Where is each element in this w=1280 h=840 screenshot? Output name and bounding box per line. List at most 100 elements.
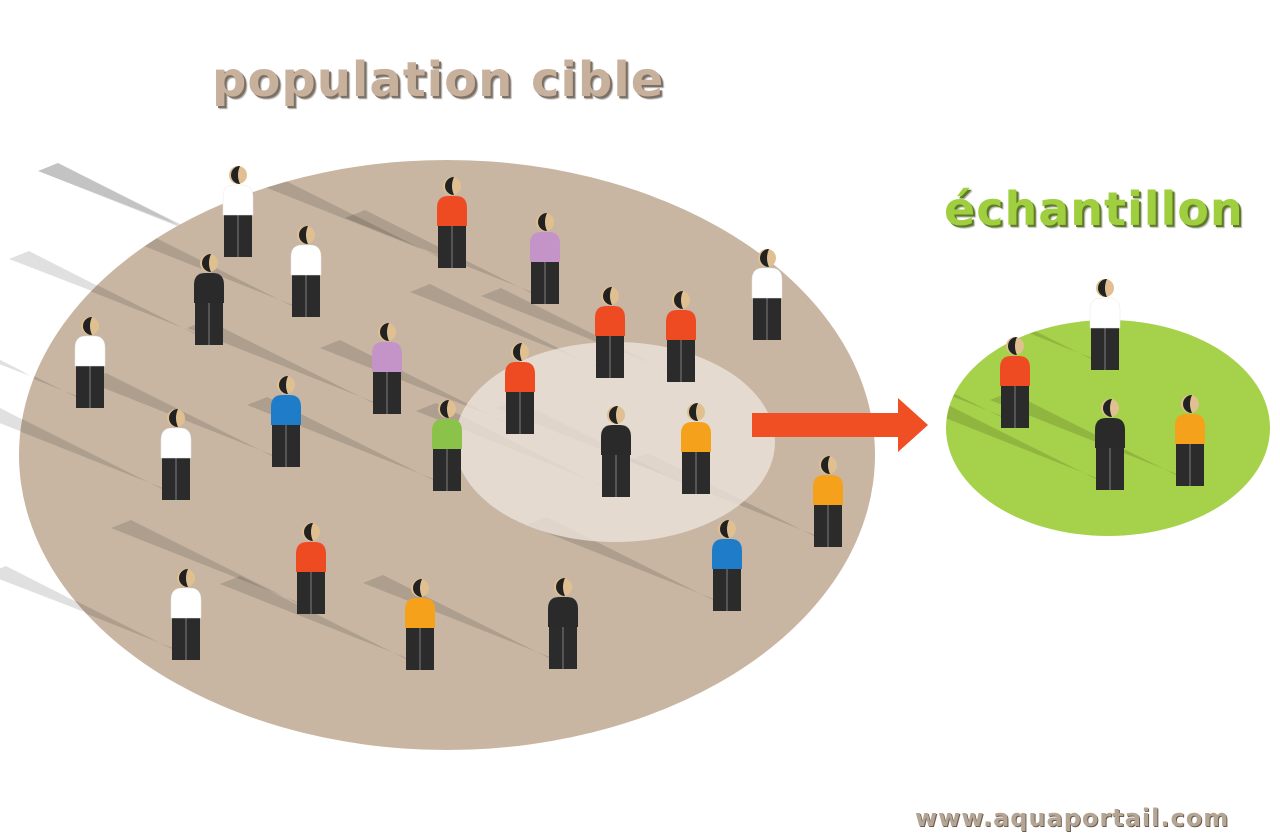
person-legs-gap — [562, 623, 564, 669]
person-torso — [1095, 418, 1125, 448]
person-hair — [299, 226, 308, 244]
person-legs-gap — [695, 448, 697, 494]
person-torso — [74, 335, 106, 367]
person-legs-gap — [451, 222, 453, 268]
person-legs-gap — [766, 294, 768, 340]
person-torso — [666, 310, 696, 340]
person-figure-black — [548, 578, 578, 669]
person-hair — [556, 578, 565, 596]
person-torso — [271, 395, 301, 425]
person-hair — [169, 409, 178, 427]
person-figure-red — [296, 523, 326, 614]
person-figure-orange — [813, 456, 843, 547]
person-hair — [821, 456, 830, 474]
person-figure-white — [751, 249, 783, 340]
person-shadow — [481, 288, 693, 380]
person-figure-orange — [1175, 395, 1205, 486]
person-legs-gap — [237, 211, 239, 257]
person-legs-gap — [305, 271, 307, 317]
person-figure-black — [601, 406, 631, 497]
person-hair — [83, 317, 92, 335]
person-legs-gap — [544, 258, 546, 304]
person-legs-gap — [419, 624, 421, 670]
person-legs-gap — [310, 568, 312, 614]
sample-title: échantillon — [944, 182, 1244, 236]
person-shadow — [111, 520, 323, 612]
person-legs-gap — [208, 299, 210, 345]
person-hair — [1098, 279, 1107, 297]
person-figure-purple — [530, 213, 560, 304]
person-shadow-edge — [0, 359, 30, 376]
person-legs-gap — [726, 565, 728, 611]
person-figure-red — [595, 287, 625, 378]
person-figure-white — [1089, 279, 1121, 370]
person-legs-gap — [1189, 440, 1191, 486]
person-hair — [513, 343, 522, 361]
person-figure-white — [290, 226, 322, 317]
person-figure-orange — [681, 403, 711, 494]
person-shadow — [187, 320, 399, 412]
person-figure-red — [1000, 337, 1030, 428]
person-legs-gap — [386, 368, 388, 414]
person-figure-blue — [271, 376, 301, 467]
person-figure-red — [666, 291, 696, 382]
person-hair — [603, 287, 612, 305]
person-shadow — [946, 396, 1122, 488]
person-torso — [601, 425, 631, 455]
person-hair — [202, 254, 211, 272]
person-shadow-edge — [38, 163, 178, 225]
person-shadow — [19, 406, 188, 498]
person-hair — [231, 166, 240, 184]
person-figure-white — [74, 317, 106, 408]
person-torso — [530, 232, 560, 262]
person-hair — [1183, 395, 1192, 413]
person-torso — [170, 587, 202, 619]
person-torso — [296, 542, 326, 572]
person-shadow — [38, 163, 250, 255]
person-torso — [405, 598, 435, 628]
person-hair — [760, 249, 769, 267]
person-hair — [538, 213, 547, 231]
person-shadow — [410, 284, 622, 376]
person-torso — [194, 273, 224, 303]
person-torso — [505, 362, 535, 392]
person-torso — [1089, 297, 1121, 329]
person-figure-green — [432, 400, 462, 491]
person-torso — [437, 196, 467, 226]
person-figure-white — [160, 409, 192, 500]
person-legs-gap — [185, 614, 187, 660]
arrow-shaft — [752, 413, 900, 437]
population-title: population cible — [212, 52, 665, 108]
selection-arrow — [752, 398, 928, 452]
person-torso — [595, 306, 625, 336]
person-legs-gap — [827, 501, 829, 547]
person-figure-purple — [372, 323, 402, 414]
person-legs-gap — [89, 362, 91, 408]
person-legs-gap — [1014, 382, 1016, 428]
person-figure-black — [1095, 399, 1125, 490]
person-legs-gap — [519, 388, 521, 434]
person-hair — [1008, 337, 1017, 355]
watermark-url: www.aquaportail.com — [915, 804, 1230, 832]
person-hair — [689, 403, 698, 421]
person-legs-gap — [1109, 444, 1111, 490]
sample-people — [1000, 279, 1205, 490]
person-hair — [380, 323, 389, 341]
person-torso — [813, 475, 843, 505]
population-people — [74, 166, 843, 670]
person-figure-white — [170, 569, 202, 660]
person-torso — [712, 539, 742, 569]
person-hair — [440, 400, 449, 418]
person-shadow — [252, 174, 464, 266]
person-torso — [548, 597, 578, 627]
person-torso — [290, 244, 322, 276]
person-hair — [179, 569, 188, 587]
person-hair — [609, 406, 618, 424]
person-torso — [1000, 356, 1030, 386]
person-legs-gap — [446, 445, 448, 491]
person-figure-red — [505, 343, 535, 434]
person-shadow — [86, 373, 298, 465]
person-figure-black — [194, 254, 224, 345]
